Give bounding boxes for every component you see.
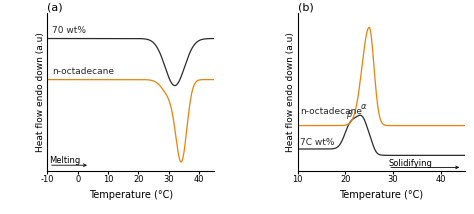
Y-axis label: Heat flow endo down (a.u): Heat flow endo down (a.u) [286,32,295,152]
Text: (a): (a) [47,2,63,12]
X-axis label: Temperature (°C): Temperature (°C) [89,190,173,200]
Text: 70 wt%: 70 wt% [52,26,86,35]
Text: Melting: Melting [49,156,80,165]
Text: n-octadecane: n-octadecane [300,107,362,116]
Text: α: α [361,102,366,111]
Y-axis label: Heat flow endo down (a.u): Heat flow endo down (a.u) [36,32,45,152]
Text: n-octadecane: n-octadecane [52,67,114,76]
X-axis label: Temperature (°C): Temperature (°C) [339,190,423,200]
Text: (b): (b) [298,2,313,12]
Text: β: β [346,110,351,119]
Text: Solidifying: Solidifying [388,159,432,168]
Text: 7C wt%: 7C wt% [300,138,335,147]
